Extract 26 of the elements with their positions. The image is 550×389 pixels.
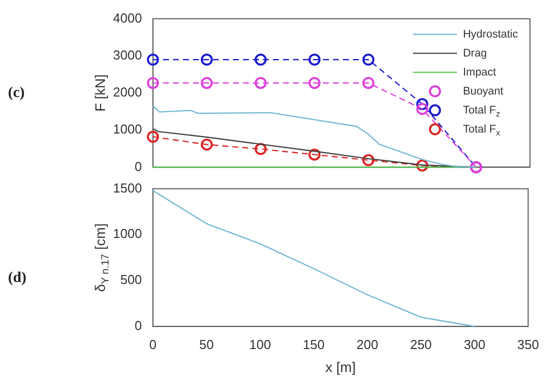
x-tick-label: 300: [464, 336, 486, 352]
y-tick-label: 1000: [113, 122, 142, 137]
legend-label: Hydrostatic: [462, 28, 518, 40]
y-tick-label: 4000: [113, 10, 142, 26]
legend-label: Drag: [462, 47, 487, 60]
x-axis-title: x [m]: [325, 358, 356, 375]
x-tick-label: 0: [149, 336, 157, 352]
y-tick-label: 1000: [113, 226, 142, 242]
x-tick-label: 350: [517, 336, 540, 352]
y-tick-label: 0: [134, 318, 142, 333]
y-axis-title: F [kN]: [92, 74, 108, 112]
y-tick-label: 1500: [113, 180, 142, 196]
y-tick-label: 500: [120, 272, 142, 288]
x-tick-label: 250: [410, 336, 432, 352]
y-tick-label: 0: [134, 158, 142, 174]
x-tick-label: 100: [249, 336, 271, 352]
x-tick-label: 150: [302, 336, 325, 352]
legend-label: Buoyant: [462, 85, 504, 98]
text: (c): [8, 84, 25, 100]
text: (d): [8, 270, 26, 286]
x-tick-label: 200: [356, 336, 378, 352]
x-tick-label: 50: [199, 336, 214, 352]
y-tick-label: 2000: [113, 84, 142, 100]
y-tick-label: 3000: [113, 47, 142, 62]
legend-label: Impact: [462, 66, 496, 78]
y-axis-title: δY n.17 [cm]: [92, 223, 112, 292]
